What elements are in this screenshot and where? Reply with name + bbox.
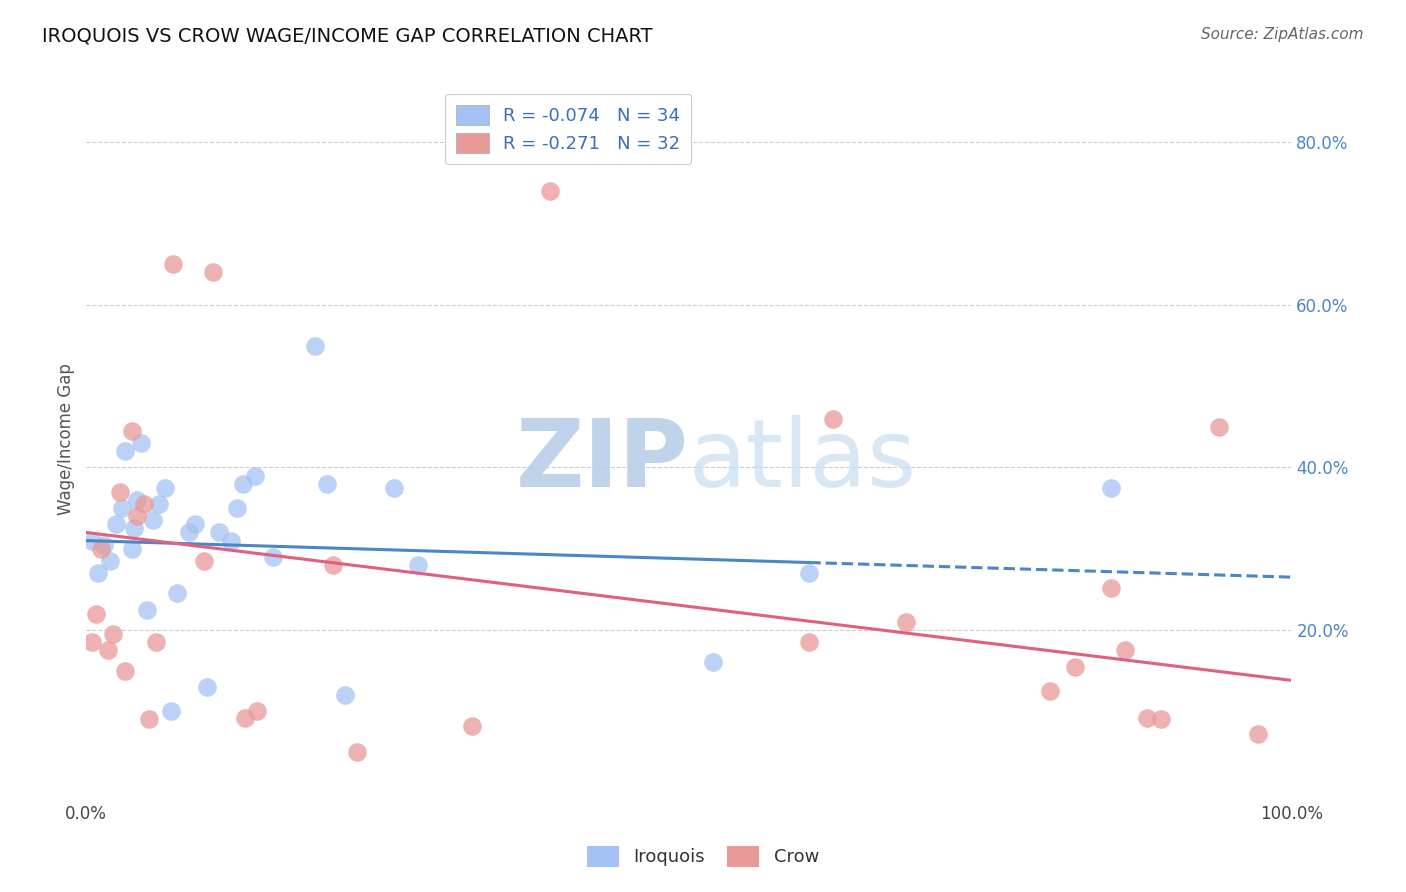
Point <box>82 635 104 649</box>
Point <box>232 476 254 491</box>
Point <box>101 627 124 641</box>
Point <box>346 745 368 759</box>
Point <box>129 436 152 450</box>
Point <box>105 517 128 532</box>
Point <box>111 501 134 516</box>
Point <box>125 509 148 524</box>
Point <box>108 484 131 499</box>
Point <box>316 476 339 491</box>
Point <box>1063 659 1085 673</box>
Point <box>134 497 156 511</box>
Point <box>82 533 104 548</box>
Point <box>1099 581 1122 595</box>
Point <box>382 481 405 495</box>
Point <box>1208 420 1230 434</box>
Point <box>1136 711 1159 725</box>
Point <box>153 481 176 495</box>
Point <box>226 501 249 516</box>
Point <box>894 615 917 629</box>
Point <box>208 525 231 540</box>
Point <box>799 566 821 580</box>
Legend: Iroquois, Crow: Iroquois, Crow <box>579 838 827 874</box>
Point <box>246 704 269 718</box>
Point <box>124 521 146 535</box>
Point <box>406 558 429 572</box>
Point <box>1039 684 1062 698</box>
Point <box>702 656 724 670</box>
Point <box>87 566 110 580</box>
Point <box>90 541 112 556</box>
Point <box>93 538 115 552</box>
Point <box>114 664 136 678</box>
Point <box>219 533 242 548</box>
Point <box>1099 481 1122 495</box>
Point <box>304 338 326 352</box>
Point <box>100 554 122 568</box>
Point <box>1114 643 1136 657</box>
Point <box>135 602 157 616</box>
Point <box>121 424 143 438</box>
Point <box>201 265 224 279</box>
Y-axis label: Wage/Income Gap: Wage/Income Gap <box>58 363 75 515</box>
Point <box>184 517 207 532</box>
Point <box>823 411 845 425</box>
Point <box>138 712 160 726</box>
Point <box>84 607 107 621</box>
Point <box>166 586 188 600</box>
Point <box>195 680 218 694</box>
Point <box>125 493 148 508</box>
Point <box>243 468 266 483</box>
Point <box>159 704 181 718</box>
Point <box>235 711 257 725</box>
Point <box>1150 712 1173 726</box>
Point <box>262 549 284 564</box>
Point <box>145 635 167 649</box>
Point <box>322 558 344 572</box>
Point <box>142 513 165 527</box>
Point <box>193 554 215 568</box>
Legend: R = -0.074   N = 34, R = -0.271   N = 32: R = -0.074 N = 34, R = -0.271 N = 32 <box>446 94 692 164</box>
Point <box>461 719 484 733</box>
Point <box>162 257 184 271</box>
Point <box>121 541 143 556</box>
Point <box>1247 727 1270 741</box>
Text: IROQUOIS VS CROW WAGE/INCOME GAP CORRELATION CHART: IROQUOIS VS CROW WAGE/INCOME GAP CORRELA… <box>42 27 652 45</box>
Point <box>335 688 357 702</box>
Point <box>114 444 136 458</box>
Text: Source: ZipAtlas.com: Source: ZipAtlas.com <box>1201 27 1364 42</box>
Text: atlas: atlas <box>689 415 917 507</box>
Point <box>538 184 561 198</box>
Point <box>177 525 200 540</box>
Point <box>799 635 821 649</box>
Point <box>148 497 170 511</box>
Point <box>97 643 120 657</box>
Text: ZIP: ZIP <box>516 415 689 507</box>
